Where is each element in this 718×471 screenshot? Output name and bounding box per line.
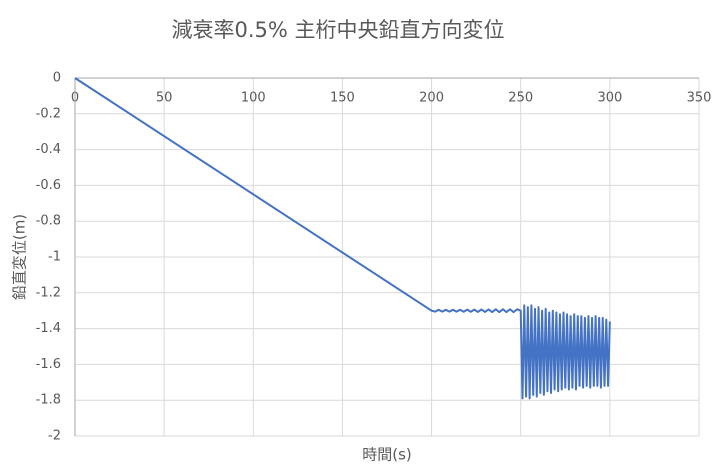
y-tick-label: 0 [53, 71, 61, 86]
x-tick-label: 250 [508, 91, 533, 106]
y-axis-title: 鉛直変位(m) [11, 214, 29, 300]
y-tick-label: -1 [48, 250, 61, 265]
x-tick-label: 300 [597, 91, 622, 106]
x-tick-label: 200 [419, 91, 444, 106]
chart-title: 減衰率0.5% 主桁中央鉛直方向変位 [171, 18, 504, 42]
x-tick-label: 100 [241, 91, 266, 106]
y-tick-label: -1.4 [36, 321, 61, 336]
x-axis-title: 時間(s) [362, 446, 412, 464]
y-tick-label: -1.2 [36, 285, 61, 300]
y-tick-label: -0.4 [36, 142, 61, 157]
x-tick-label: 50 [156, 91, 173, 106]
y-tick-label: -1.6 [36, 357, 61, 372]
y-tick-label: -0.8 [36, 214, 61, 229]
data-line [74, 77, 611, 400]
x-tick-label: 350 [687, 91, 712, 106]
y-tick-label: -1.8 [36, 393, 61, 408]
y-tick-label: -0.6 [36, 178, 61, 193]
x-tick-label: 150 [330, 91, 355, 106]
y-tick-label: -2 [48, 429, 61, 444]
y-tick-label: -0.2 [36, 106, 61, 121]
